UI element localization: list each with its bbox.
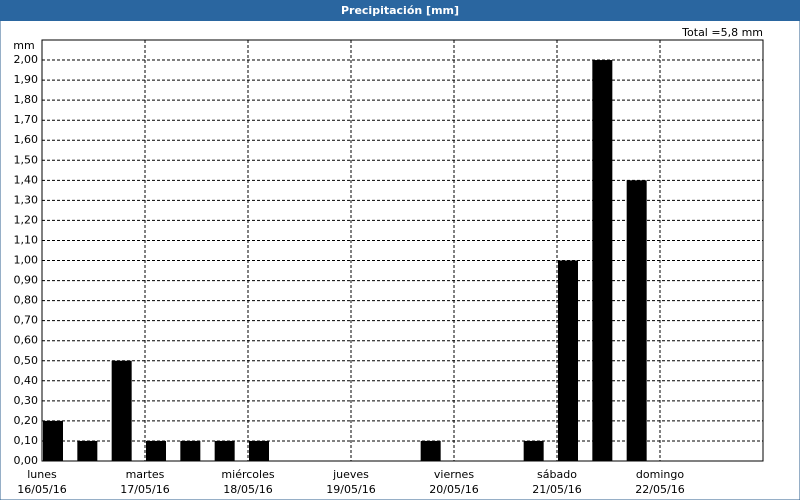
x-day-label: lunes <box>27 468 57 481</box>
bar <box>558 260 578 461</box>
x-date-label: 17/05/16 <box>120 483 169 496</box>
y-tick-label: 1,90 <box>14 73 39 86</box>
title-bar <box>0 0 800 21</box>
bar <box>146 440 166 461</box>
bar <box>626 180 647 462</box>
bar <box>111 360 132 461</box>
bar <box>420 440 441 461</box>
y-tick-label: 0,60 <box>14 334 39 347</box>
y-tick-label: 1,10 <box>14 233 39 246</box>
chart-title: Precipitación [mm] <box>341 4 459 17</box>
x-day-label: martes <box>126 468 165 481</box>
bar <box>77 440 98 461</box>
y-tick-label: 1,40 <box>14 173 39 186</box>
y-tick-label: 0,90 <box>14 274 39 287</box>
y-tick-label: 1,30 <box>14 193 39 206</box>
bar <box>43 420 63 461</box>
x-date-label: 16/05/16 <box>17 483 66 496</box>
y-tick-label: 0,50 <box>14 354 39 367</box>
plot-frame <box>41 39 764 462</box>
y-tick-label: 1,50 <box>14 153 39 166</box>
y-unit: mm <box>13 39 34 52</box>
y-tick-label: 1,20 <box>14 213 39 226</box>
x-day-label: sábado <box>537 468 577 481</box>
y-tick-label: 2,00 <box>14 53 39 66</box>
y-tick-label: 0,70 <box>14 314 39 327</box>
y-tick-label: 0,00 <box>14 454 39 467</box>
x-day-label: viernes <box>434 468 474 481</box>
x-date-label: 19/05/16 <box>326 483 375 496</box>
y-tick-label: 1,60 <box>14 133 39 146</box>
y-tick-label: 1,80 <box>14 93 39 106</box>
y-tick-label: 0,10 <box>14 434 39 447</box>
total-label: Total =5,8 mm <box>681 26 763 39</box>
x-date-label: 18/05/16 <box>223 483 272 496</box>
bar <box>523 440 544 461</box>
y-tick-label: 0,40 <box>14 374 39 387</box>
x-day-label: miércoles <box>221 468 274 481</box>
x-date-label: 21/05/16 <box>532 483 581 496</box>
x-date-label: 20/05/16 <box>429 483 478 496</box>
x-day-label: jueves <box>332 468 369 481</box>
y-tick-label: 0,30 <box>14 394 39 407</box>
bar <box>214 440 235 461</box>
bar <box>249 440 269 461</box>
y-tick-label: 0,80 <box>14 294 39 307</box>
x-day-label: domingo <box>636 468 684 481</box>
y-tick-label: 0,20 <box>14 414 39 427</box>
x-date-label: 22/05/16 <box>635 483 684 496</box>
bar <box>592 60 613 462</box>
bar <box>180 440 201 461</box>
y-tick-label: 1,70 <box>14 113 39 126</box>
y-tick-label: 1,00 <box>14 254 39 267</box>
